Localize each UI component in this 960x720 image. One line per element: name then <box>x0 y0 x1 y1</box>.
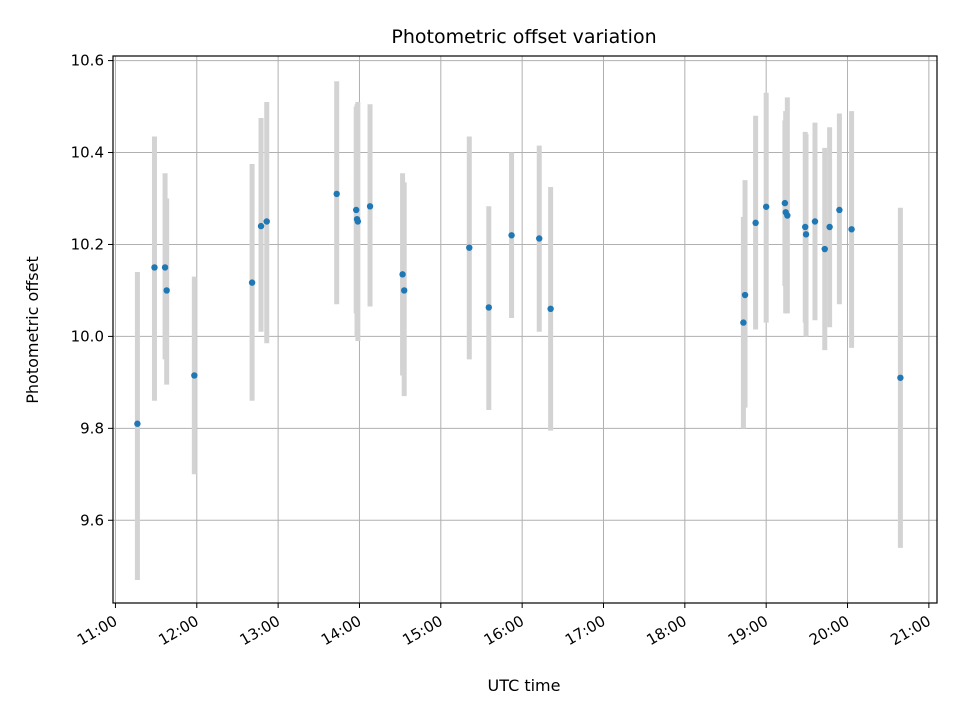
data-point <box>741 291 749 299</box>
data-point <box>752 219 759 227</box>
data-point <box>826 223 833 231</box>
y-axis-label: Photometric offset <box>23 256 42 404</box>
data-point <box>762 203 770 210</box>
data-point <box>248 279 256 286</box>
data-point <box>811 218 819 225</box>
data-point <box>836 206 843 214</box>
data-point <box>897 374 904 381</box>
data-points <box>134 190 904 427</box>
data-point <box>151 264 158 271</box>
data-point <box>466 244 473 251</box>
data-point <box>263 218 270 225</box>
grid-lines <box>113 56 937 603</box>
data-point <box>191 372 198 379</box>
data-point <box>257 222 265 230</box>
data-point <box>848 226 855 233</box>
data-point <box>802 231 810 238</box>
y-tick-label: 10.6 <box>71 52 104 70</box>
data-point <box>485 304 493 311</box>
y-tick-label: 9.6 <box>80 511 104 529</box>
data-point <box>163 287 170 294</box>
data-point <box>821 245 828 253</box>
data-point <box>802 223 809 231</box>
y-tick-label: 10.0 <box>71 327 104 345</box>
y-tick-label: 10.2 <box>71 235 104 253</box>
data-point <box>781 199 789 207</box>
data-point <box>536 235 543 242</box>
y-axis-ticks: 9.6 9.8 10.0 10.2 10.4 10.6 <box>71 52 113 529</box>
x-axis-label: UTC time <box>488 676 561 695</box>
y-tick-label: 10.4 <box>71 144 104 162</box>
y-tick-label: 9.8 <box>80 419 104 437</box>
data-point <box>508 232 515 239</box>
data-point <box>333 190 340 198</box>
data-point <box>399 271 406 278</box>
data-point <box>353 206 360 214</box>
data-point <box>784 212 791 219</box>
data-point <box>547 305 554 313</box>
plot-area-frame <box>112 55 938 604</box>
data-point <box>161 264 169 271</box>
data-point <box>401 287 408 294</box>
data-point <box>134 420 141 427</box>
chart-title: Photometric offset variation <box>391 26 656 48</box>
data-point <box>740 319 747 326</box>
data-point <box>354 218 362 225</box>
data-point <box>366 203 374 210</box>
